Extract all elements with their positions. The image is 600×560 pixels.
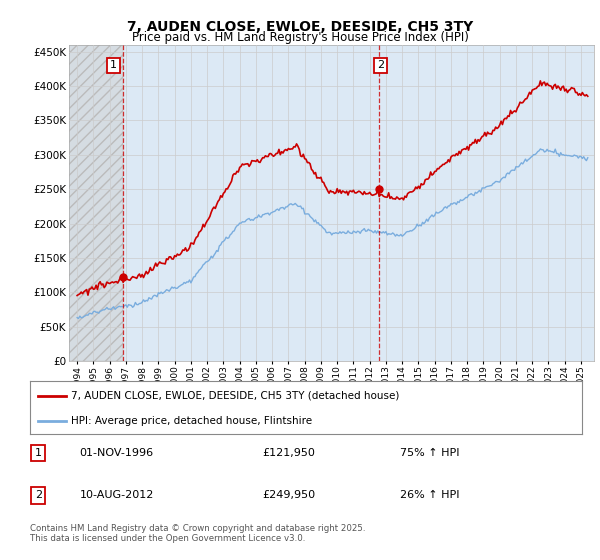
Text: 26% ↑ HPI: 26% ↑ HPI <box>400 490 460 500</box>
Text: 7, AUDEN CLOSE, EWLOE, DEESIDE, CH5 3TY: 7, AUDEN CLOSE, EWLOE, DEESIDE, CH5 3TY <box>127 20 473 34</box>
Bar <box>69 45 123 361</box>
Text: 10-AUG-2012: 10-AUG-2012 <box>80 490 154 500</box>
Text: Price paid vs. HM Land Registry's House Price Index (HPI): Price paid vs. HM Land Registry's House … <box>131 31 469 44</box>
Bar <box>379 45 597 361</box>
Text: £249,950: £249,950 <box>262 490 315 500</box>
Text: 7, AUDEN CLOSE, EWLOE, DEESIDE, CH5 3TY (detached house): 7, AUDEN CLOSE, EWLOE, DEESIDE, CH5 3TY … <box>71 391 400 401</box>
Text: Contains HM Land Registry data © Crown copyright and database right 2025.
This d: Contains HM Land Registry data © Crown c… <box>30 524 365 543</box>
Text: 2: 2 <box>35 490 42 500</box>
Bar <box>123 45 379 361</box>
Text: £121,950: £121,950 <box>262 448 315 458</box>
Text: 2: 2 <box>377 60 385 71</box>
Text: 1: 1 <box>35 448 42 458</box>
Text: 1: 1 <box>110 60 117 71</box>
Text: HPI: Average price, detached house, Flintshire: HPI: Average price, detached house, Flin… <box>71 416 313 426</box>
Text: 01-NOV-1996: 01-NOV-1996 <box>80 448 154 458</box>
Bar <box>69 45 123 361</box>
Text: 75% ↑ HPI: 75% ↑ HPI <box>400 448 460 458</box>
